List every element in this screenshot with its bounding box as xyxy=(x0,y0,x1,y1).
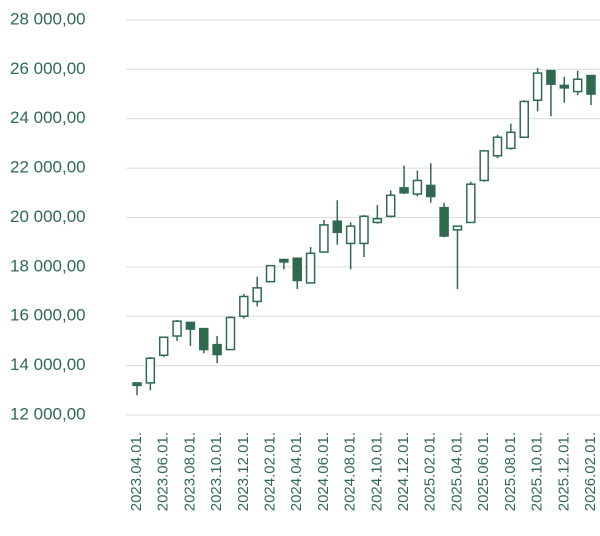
y-tick-label: 18 000,00 xyxy=(10,256,86,275)
y-tick-label: 28 000,00 xyxy=(10,9,86,28)
x-tick-label: 2024.08.01. xyxy=(342,432,359,511)
candle-body xyxy=(492,136,503,157)
candle-body xyxy=(225,316,236,351)
candle-body xyxy=(359,215,369,245)
candle-body xyxy=(305,252,316,284)
y-tick-label: 24 000,00 xyxy=(10,108,86,127)
x-tick-label: 2026.02.01. xyxy=(582,432,599,511)
candle-body xyxy=(385,194,396,218)
x-tick-label: 2024.10.01. xyxy=(368,432,385,511)
candle-body xyxy=(572,78,583,93)
x-tick-label: 2024.06.01. xyxy=(315,432,332,511)
y-tick-label: 12 000,00 xyxy=(10,404,86,423)
x-tick-label: 2025.04.01. xyxy=(448,432,465,511)
x-tick-label: 2025.08.01. xyxy=(502,432,519,511)
candle-body xyxy=(199,327,209,351)
candle-body xyxy=(532,72,543,101)
candle-body xyxy=(185,321,196,330)
x-tick-label: 2024.04.01. xyxy=(288,432,305,511)
candle-body xyxy=(466,183,476,224)
candle-body xyxy=(479,150,489,182)
candle-body xyxy=(345,225,356,245)
y-tick-label: 16 000,00 xyxy=(10,306,86,325)
x-tick-label: 2025.06.01. xyxy=(475,432,492,511)
candle-body xyxy=(559,84,570,89)
candle-body xyxy=(506,131,516,150)
x-tick-label: 2025.10.01. xyxy=(529,432,546,511)
candle-body xyxy=(319,224,329,253)
x-tick-label: 2023.12.01. xyxy=(235,432,252,511)
candle-body xyxy=(292,257,302,282)
x-tick-label: 2025.02.01. xyxy=(422,432,439,511)
candle-body xyxy=(212,343,222,356)
x-tick-label: 2023.10.01. xyxy=(208,432,225,511)
y-tick-label: 26 000,00 xyxy=(10,59,86,78)
x-tick-label: 2025.12.01. xyxy=(555,432,572,511)
x-tick-label: 2024.12.01. xyxy=(395,432,412,511)
x-tick-label: 2023.08.01. xyxy=(181,432,198,511)
candle-body xyxy=(252,287,262,303)
candle-body xyxy=(452,225,463,231)
candle-body xyxy=(332,220,343,234)
candle-body xyxy=(399,187,409,194)
candle-body xyxy=(426,184,436,198)
candle-body xyxy=(172,320,182,337)
candle-body xyxy=(132,382,142,387)
y-tick-label: 20 000,00 xyxy=(10,207,86,226)
x-tick-label: 2023.04.01. xyxy=(128,432,145,511)
candle-body xyxy=(158,336,169,357)
candle-body xyxy=(239,295,249,317)
y-tick-label: 22 000,00 xyxy=(10,158,86,177)
candle-body xyxy=(519,100,529,139)
candle-body xyxy=(546,69,556,85)
candle-body xyxy=(586,74,596,95)
candle-body xyxy=(412,179,423,195)
x-tick-label: 2024.02.01. xyxy=(261,432,278,511)
candle-body xyxy=(372,217,383,224)
candle-body xyxy=(439,206,449,237)
y-tick-label: 14 000,00 xyxy=(10,355,86,374)
candle-body xyxy=(279,258,289,263)
x-tick-label: 2023.06.01. xyxy=(155,432,172,511)
candle-body xyxy=(145,357,156,384)
candle-body xyxy=(265,264,276,283)
